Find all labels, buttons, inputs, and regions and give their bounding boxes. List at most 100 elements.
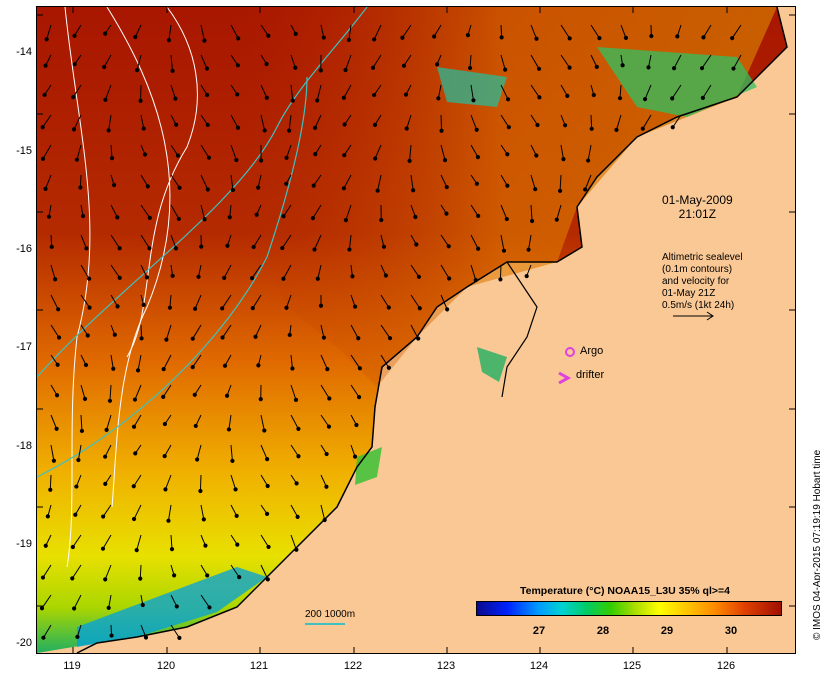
velocity-arrow-head — [475, 155, 481, 160]
velocity-arrow — [410, 294, 421, 309]
velocity-arrow — [192, 324, 202, 339]
velocity-arrow — [500, 234, 505, 251]
velocity-arrow-head — [537, 95, 542, 100]
velocity-arrow-head — [287, 332, 292, 338]
velocity-arrow — [733, 54, 742, 69]
velocity-arrow — [406, 114, 412, 129]
velocity-arrow-head — [79, 428, 85, 434]
velocity-arrow — [410, 174, 414, 191]
velocity-arrow — [133, 474, 142, 487]
velocity-arrow — [42, 564, 52, 578]
velocity-arrow — [560, 84, 568, 97]
velocity-arrow-head — [138, 98, 143, 103]
velocity-arrow-head — [445, 307, 450, 312]
time-line: 21:01Z — [678, 207, 717, 221]
velocity-arrow — [288, 114, 292, 131]
velocity-arrow-head — [87, 276, 92, 281]
velocity-arrow-head — [144, 275, 150, 280]
velocity-arrow-head — [565, 93, 570, 98]
velocity-arrow-head — [115, 304, 120, 309]
velocity-arrow — [168, 24, 172, 41]
velocity-arrow — [109, 384, 112, 401]
velocity-arrow-head — [103, 481, 108, 486]
velocity-arrow-head — [237, 575, 242, 580]
velocity-arrow-head — [266, 544, 271, 550]
velocity-arrow-head — [356, 336, 361, 341]
velocity-arrow-head — [281, 214, 286, 219]
velocity-arrow — [140, 624, 147, 638]
velocity-arrow-head — [48, 487, 53, 492]
velocity-arrow-head — [195, 457, 200, 462]
velocity-arrow-head — [499, 35, 504, 40]
velocity-arrow-head — [56, 335, 62, 340]
depth-legend-label: 200 1000m — [305, 609, 356, 620]
velocity-arrow-head — [529, 218, 535, 224]
velocity-arrow-head — [224, 393, 230, 398]
velocity-arrow-head — [111, 182, 117, 188]
velocity-arrow — [290, 384, 297, 401]
velocity-arrow-head — [138, 576, 143, 581]
velocity-arrow — [104, 444, 112, 457]
velocity-arrow — [350, 384, 360, 398]
velocity-arrow — [221, 294, 232, 309]
velocity-arrow-head — [190, 336, 195, 341]
velocity-arrow-head — [447, 276, 452, 281]
date-line: 01-May-2009 — [662, 193, 733, 207]
velocity-arrow — [136, 54, 142, 71]
imos-credit: © IMOS 04-Apr-2015 07:19:19 Hobart time — [812, 449, 820, 640]
velocity-arrow — [72, 84, 82, 98]
map-panel[interactable] — [36, 6, 796, 654]
velocity-arrow — [252, 294, 262, 309]
velocity-arrow — [167, 504, 172, 521]
velocity-arrow — [80, 384, 86, 400]
velocity-arrow-head — [583, 187, 588, 192]
velocity-arrow — [170, 594, 178, 607]
velocity-arrow-head — [133, 34, 138, 40]
velocity-arrow-head — [557, 188, 563, 194]
velocity-arrow-head — [44, 37, 49, 42]
x-tick-label: 119 — [63, 660, 81, 672]
velocity-arrow-head — [567, 36, 572, 41]
colorbar-tick: 28 — [596, 625, 610, 637]
velocity-arrow-head — [284, 155, 289, 160]
velocity-arrow — [170, 234, 177, 249]
velocity-arrow-head — [594, 64, 599, 69]
velocity-arrow — [312, 204, 322, 219]
depth-legend-line — [305, 623, 345, 625]
velocity-arrow — [499, 264, 502, 280]
argo-label: Argo — [580, 345, 604, 357]
velocity-arrow — [500, 54, 506, 70]
alti-line: and velocity for — [662, 276, 730, 287]
colorbar-title: Temperature (°C) NOAA15_L3U 35% ql>=4 — [520, 585, 730, 597]
velocity-arrow-head — [284, 181, 289, 186]
velocity-arrow-head — [383, 273, 388, 278]
velocity-arrow-head — [446, 244, 451, 249]
velocity-arrow-head — [54, 426, 59, 431]
velocity-arrow-head — [101, 514, 106, 519]
velocity-arrow — [140, 324, 143, 339]
velocity-arrow — [230, 24, 239, 39]
velocity-arrow — [50, 414, 58, 429]
velocity-arrow-head — [202, 217, 207, 222]
velocity-arrow — [530, 174, 536, 190]
velocity-arrow-head — [164, 337, 169, 342]
velocity-arrow-head — [85, 333, 90, 338]
velocity-arrow — [102, 504, 112, 517]
velocity-arrow — [253, 234, 262, 248]
velocity-arrow — [136, 534, 142, 551]
velocity-arrow — [104, 564, 112, 580]
velocity-arrow-head — [134, 548, 139, 553]
velocity-arrow-head — [414, 242, 419, 247]
velocity-arrow — [260, 114, 266, 131]
velocity-arrow-head — [226, 427, 232, 432]
velocity-arrow — [290, 414, 299, 430]
velocity-arrow-head — [350, 274, 355, 279]
velocity-arrow-head — [103, 31, 108, 36]
velocity-arrow-head — [55, 362, 60, 367]
velocity-arrow — [46, 24, 52, 40]
velocity-arrow — [350, 324, 359, 339]
velocity-arrow-head — [46, 214, 52, 219]
velocity-arrow — [137, 354, 142, 371]
velocity-arrow — [170, 144, 179, 156]
velocity-arrow-head — [227, 215, 232, 220]
